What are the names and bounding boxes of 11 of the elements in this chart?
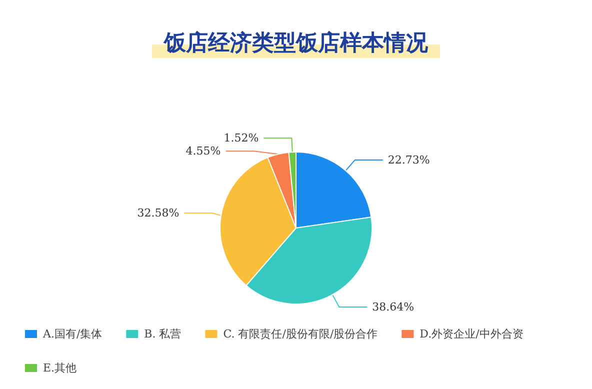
legend-label: D.外资企业/中外合资	[420, 328, 524, 340]
data-label: 22.73%	[388, 153, 430, 166]
data-label: 4.55%	[186, 144, 221, 158]
data-label: 38.64%	[372, 300, 414, 314]
legend-label: E.其他	[43, 362, 77, 374]
legend-label: C. 有限责任/股份有限/股份合作	[223, 328, 378, 340]
legend-label: B. 私营	[144, 328, 182, 340]
data-label: 32.58%	[137, 206, 180, 220]
legend-label: A.国有/集体	[42, 328, 102, 340]
data-label: 1.52%	[224, 132, 259, 145]
chart-title: 饭店经济类型饭店样本情况	[152, 28, 440, 58]
